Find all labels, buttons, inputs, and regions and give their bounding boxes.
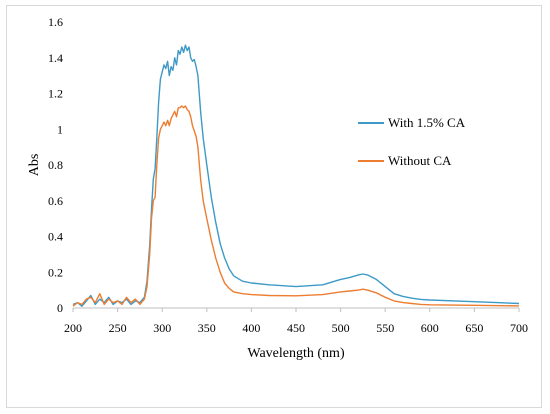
x-tick-label: 650	[465, 321, 483, 335]
x-tick-label: 700	[510, 321, 528, 335]
series-line-0	[72, 44, 520, 307]
x-tick-label: 250	[109, 321, 127, 335]
x-tick-label: 450	[287, 321, 305, 335]
chart-frame	[6, 5, 542, 408]
y-tick-label: 0.6	[48, 194, 63, 208]
legend: With 1.5% CA Without CA	[358, 115, 466, 168]
y-tick-label: 0.2	[48, 265, 63, 279]
y-axis-title: Abs	[27, 154, 42, 177]
y-tick-label: 0.4	[48, 230, 63, 244]
y-tick-label: 1.6	[48, 15, 63, 29]
series-line-1	[72, 105, 520, 307]
x-axis-title: Wavelength (nm)	[247, 346, 345, 361]
x-tick-label: 200	[64, 321, 82, 335]
x-tick-label: 500	[332, 321, 350, 335]
axes: 200 250 300 350 400 450 500 550 600 650 700 0 0.2 0.4…	[48, 15, 528, 335]
series-layer	[72, 44, 520, 307]
x-tick-label: 350	[198, 321, 216, 335]
x-tick-label: 600	[421, 321, 439, 335]
y-tick-label: 1.4	[48, 51, 63, 65]
x-tick-label: 400	[242, 321, 260, 335]
x-tick-label: 300	[153, 321, 171, 335]
y-tick-label: 0	[57, 301, 63, 315]
legend-label-1: Without CA	[388, 153, 452, 168]
y-tick-label: 1.2	[48, 87, 63, 101]
legend-label-0: With 1.5% CA	[388, 115, 466, 130]
x-tick-label: 550	[376, 321, 394, 335]
y-tick-label: 1	[57, 122, 63, 136]
y-tick-label: 0.8	[48, 158, 63, 172]
